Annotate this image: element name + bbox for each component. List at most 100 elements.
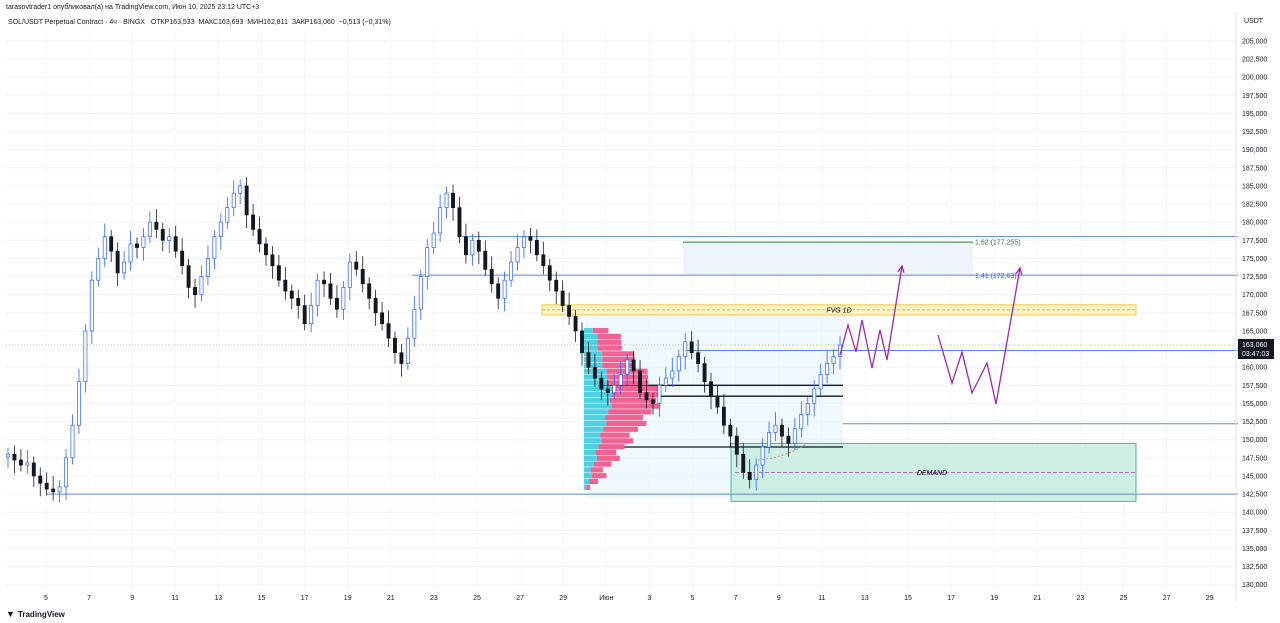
volume-bar-sell bbox=[607, 380, 649, 386]
projection-arrow-head bbox=[1015, 266, 1023, 275]
price-tick-label: 202,500 bbox=[1242, 57, 1267, 64]
change-value: −0,513 (−0,31%) bbox=[338, 19, 391, 26]
candle-body bbox=[418, 276, 423, 310]
candle-body bbox=[89, 279, 94, 332]
candle-body bbox=[780, 424, 784, 437]
price-tick-label: 170,000 bbox=[1242, 292, 1267, 299]
candles bbox=[6, 177, 842, 503]
candle-body bbox=[51, 488, 56, 493]
candle-body bbox=[122, 261, 127, 274]
time-tick-label: 25 bbox=[1120, 595, 1128, 602]
volume-bar-buy bbox=[584, 397, 610, 403]
volume-bar-buy bbox=[584, 444, 599, 450]
candle-body bbox=[360, 268, 365, 285]
candle-body bbox=[302, 305, 307, 325]
time-tick-label: 23 bbox=[430, 595, 438, 602]
volume-bar-buy bbox=[584, 328, 593, 334]
annotations: FVG 1D DEMAND 1,62 (177,255) 1,41 (172,6… bbox=[826, 240, 1020, 477]
volume-bar-sell bbox=[610, 397, 657, 403]
candle-body bbox=[96, 258, 101, 281]
candle-body bbox=[296, 297, 301, 306]
open-value: ОТКР163,533 bbox=[150, 19, 195, 26]
close-value: ЗАКР163,060 bbox=[291, 19, 335, 26]
volume-bar-buy bbox=[584, 357, 603, 363]
candle-body bbox=[586, 352, 591, 368]
candle-body bbox=[818, 374, 823, 390]
candle-body bbox=[12, 453, 17, 461]
volume-bar-buy bbox=[584, 449, 596, 456]
candle-body bbox=[747, 471, 752, 480]
candle-body bbox=[328, 283, 333, 299]
volume-bar-buy bbox=[584, 351, 603, 357]
symbol-name[interactable]: SOL/USDT Perpetual Contract · 4ч · BINGX bbox=[8, 19, 145, 26]
candle-body bbox=[367, 283, 372, 299]
candle-body bbox=[651, 399, 655, 404]
time-tick-label: 19 bbox=[344, 595, 352, 602]
volume-bar-buy bbox=[584, 403, 612, 409]
candle-body bbox=[315, 279, 320, 306]
candle-body bbox=[825, 363, 830, 375]
volume-bar-buy bbox=[584, 339, 598, 345]
candle-body bbox=[547, 265, 552, 281]
candle-body bbox=[522, 236, 526, 248]
candle-body bbox=[244, 185, 249, 216]
price-tick-label: 160,000 bbox=[1242, 365, 1267, 372]
candle-body bbox=[109, 236, 114, 252]
candle-body bbox=[276, 265, 281, 281]
time-tick-label: 19 bbox=[990, 595, 998, 602]
time-tick-label: 29 bbox=[1206, 595, 1214, 602]
tradingview-logo[interactable]: ▼ TradingView bbox=[6, 609, 65, 619]
price-tick-label: 185,000 bbox=[1242, 183, 1267, 190]
volume-bar-sell bbox=[592, 328, 609, 334]
candle-body bbox=[805, 403, 810, 415]
price-tick-label: 130,000 bbox=[1242, 582, 1267, 589]
time-tick-label: 25 bbox=[473, 595, 481, 602]
candle-body bbox=[438, 207, 443, 234]
fvg-label: FVG 1D bbox=[826, 307, 851, 314]
time-tick-label: 9 bbox=[130, 595, 134, 602]
candle-body bbox=[741, 453, 746, 473]
candle-body bbox=[502, 279, 507, 299]
time-axis: 5 7 9 11 13 15 17 19 21 23 25 27 29 Июн 3 5 7 9 11 13 15 17 19… bbox=[44, 595, 1214, 602]
price-tick-label: 172,500 bbox=[1242, 274, 1267, 281]
volume-bar-buy bbox=[584, 415, 606, 421]
price-tick-label: 157,500 bbox=[1242, 383, 1267, 390]
price-tick-label: 132,500 bbox=[1242, 564, 1267, 571]
candle-body bbox=[670, 370, 675, 379]
price-tick-label: 152,500 bbox=[1242, 419, 1267, 426]
time-tick-label: 27 bbox=[1163, 595, 1171, 602]
candle-body bbox=[309, 305, 314, 325]
candle-body bbox=[663, 377, 668, 386]
price-tick-label: 175,000 bbox=[1242, 256, 1267, 263]
grid bbox=[6, 30, 1236, 592]
candle-body bbox=[534, 239, 539, 256]
candle-body bbox=[631, 359, 636, 372]
candle-body bbox=[515, 247, 520, 263]
candle-body bbox=[154, 221, 159, 230]
candle-body bbox=[128, 243, 133, 263]
volume-bar-buy bbox=[584, 484, 587, 490]
volume-bar-buy bbox=[584, 426, 604, 432]
projection-arrow-path bbox=[839, 265, 903, 369]
price-tick-label: 177,500 bbox=[1242, 238, 1267, 245]
volume-bar-buy bbox=[584, 438, 602, 444]
volume-bar-buy bbox=[584, 455, 597, 461]
candle-body bbox=[347, 261, 352, 288]
candle-body bbox=[425, 247, 430, 277]
candle-timer-label: 03:47:03 bbox=[1242, 351, 1269, 358]
candle-body bbox=[251, 214, 256, 230]
candle-body bbox=[283, 279, 288, 292]
candle-body bbox=[728, 424, 733, 437]
time-tick-label: 11 bbox=[818, 595, 825, 602]
volume-bar-sell bbox=[589, 478, 598, 485]
volume-bar-sell bbox=[597, 339, 622, 345]
price-tick-label: 150,000 bbox=[1242, 437, 1267, 444]
candle-body bbox=[64, 457, 68, 488]
candle-body bbox=[760, 446, 765, 466]
time-tick-label: 21 bbox=[387, 595, 395, 602]
time-tick-label: 7 bbox=[734, 595, 738, 602]
candle-body bbox=[792, 428, 797, 444]
candle-body bbox=[754, 464, 759, 480]
candle-body bbox=[393, 337, 397, 354]
